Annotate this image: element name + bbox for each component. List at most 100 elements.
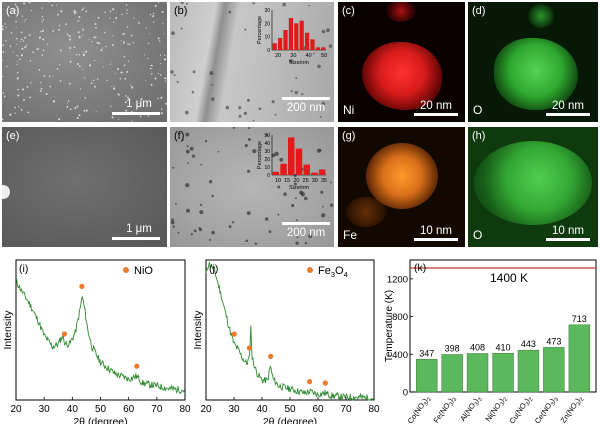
particle (187, 162, 190, 164)
particle (163, 33, 165, 35)
category-label: Fe(NO3)3 (432, 394, 459, 424)
particle (127, 96, 129, 99)
particle (126, 9, 128, 11)
particle (151, 73, 153, 75)
xrd-curve (15, 278, 185, 394)
particle (102, 47, 104, 49)
hist-bar (321, 47, 326, 50)
particle (304, 242, 308, 245)
particle (288, 59, 293, 63)
particle (123, 55, 126, 58)
particle (268, 230, 272, 234)
particle (4, 23, 6, 25)
hist-x-tick: 30 (312, 178, 318, 184)
particle (73, 46, 76, 49)
particle (24, 36, 26, 39)
particle (39, 37, 41, 39)
particle (96, 41, 99, 44)
particle (94, 23, 97, 25)
particle (112, 35, 114, 37)
particle (295, 241, 299, 245)
particle (304, 196, 308, 201)
particle (88, 64, 91, 67)
scale-bar-b (282, 97, 330, 100)
particle (78, 16, 81, 18)
particle (163, 54, 166, 57)
particle (102, 66, 104, 68)
particle (271, 153, 276, 158)
particle (38, 48, 40, 50)
particle (130, 34, 133, 37)
panel-b-tem-image: 0 10 20 30 20 30 40 50 Size/nm Percentage (b) 200… (170, 2, 334, 122)
particle (160, 96, 163, 99)
particle (16, 63, 18, 66)
scale-text-g: 10 nm (420, 225, 452, 237)
particle (208, 180, 213, 184)
category-label: Zn(NO3)2 (559, 394, 586, 424)
panel-label-e: (e) (6, 130, 20, 142)
hist-x-label: Size/nm (289, 60, 309, 66)
particle (157, 37, 160, 40)
particle (19, 58, 21, 61)
particle (127, 43, 129, 45)
particle (95, 26, 97, 29)
particle (85, 50, 88, 53)
particle (186, 208, 190, 213)
particle (84, 77, 86, 79)
particle (164, 80, 166, 82)
hist-x-tick: 50 (321, 53, 327, 59)
hist-bar (272, 43, 277, 50)
particle (117, 68, 120, 71)
bar (517, 349, 540, 393)
scale-text-h: 10 nm (552, 225, 584, 237)
particle (121, 39, 123, 41)
particle (246, 98, 250, 102)
x-tick-label: 30 (39, 404, 51, 415)
particle (277, 185, 281, 189)
particle (211, 97, 215, 101)
particle (209, 71, 214, 76)
particle (208, 238, 211, 241)
particle (2, 28, 4, 31)
particle (185, 132, 190, 137)
particle (149, 33, 151, 35)
particle (274, 151, 279, 156)
particle (320, 213, 326, 218)
particle (2, 75, 4, 77)
particle (36, 48, 39, 51)
particle (161, 11, 164, 13)
chart-j-xrd-fe3o4: 20 30 40 50 60 70 80 2θ (degree) Intensity (j) Fe3… (192, 259, 380, 424)
fe-signal-blob (366, 143, 438, 209)
particle (138, 22, 140, 25)
particle (100, 49, 103, 52)
particle (16, 60, 18, 62)
particle (69, 47, 72, 49)
particle (232, 127, 235, 129)
bar (466, 353, 489, 393)
particle (274, 113, 277, 116)
bar (492, 353, 514, 393)
particle (5, 26, 8, 29)
tem-particles-f (170, 127, 334, 245)
peak-marker (307, 379, 313, 385)
ni-signal-top (386, 2, 416, 22)
particle (30, 9, 32, 12)
particle (15, 37, 18, 40)
hist-x-tick: 35 (321, 178, 327, 184)
particle (192, 70, 196, 74)
particle (28, 2, 31, 4)
particle (17, 94, 20, 97)
particle (52, 100, 55, 103)
particle (85, 109, 88, 112)
particle (211, 230, 215, 235)
particle (193, 229, 197, 233)
hist-y-tick: 30 (264, 149, 270, 155)
particle (75, 12, 77, 14)
particle (119, 78, 121, 80)
particle (225, 105, 230, 110)
particle (85, 10, 88, 13)
element-label-o-h: O (473, 228, 483, 242)
legend-label: NiO (134, 265, 153, 277)
particle (238, 114, 242, 118)
